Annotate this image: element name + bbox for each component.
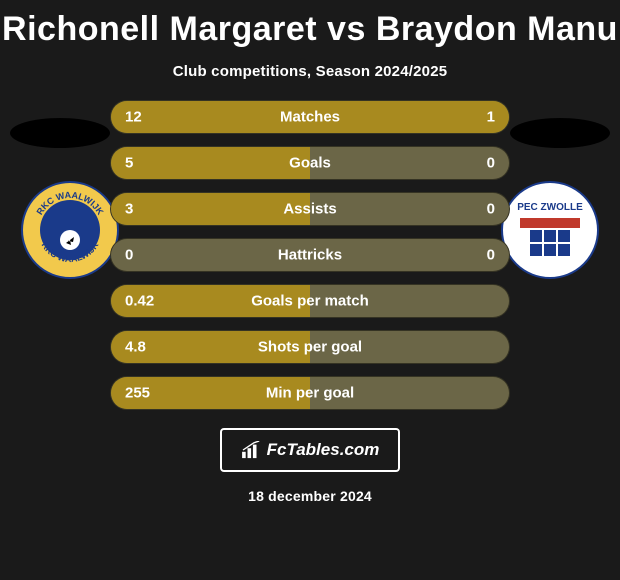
stat-label: Matches [111, 109, 509, 126]
stat-label: Min per goal [111, 385, 509, 402]
shadow-right [510, 118, 610, 148]
watermark: FcTables.com [220, 428, 400, 472]
date-text: 18 december 2024 [0, 488, 620, 504]
stat-row: 00Hattricks [110, 238, 510, 272]
comparison-canvas: RKC WAALWIJK RKC WAALWIJK PEC ZWOLLE 121… [0, 100, 620, 540]
svg-text:PEC ZWOLLE: PEC ZWOLLE [517, 202, 583, 213]
team-left-logo: RKC WAALWIJK RKC WAALWIJK [20, 180, 120, 280]
team-right-logo: PEC ZWOLLE [500, 180, 600, 280]
stat-label: Shots per goal [111, 339, 509, 356]
stat-label: Goals [111, 155, 509, 172]
stat-label: Assists [111, 201, 509, 218]
stat-row: 0.42Goals per match [110, 284, 510, 318]
stat-row: 4.8Shots per goal [110, 330, 510, 364]
stat-label: Hattricks [111, 247, 509, 264]
shadow-left [10, 118, 110, 148]
stat-label: Goals per match [111, 293, 509, 310]
page-title: Richonell Margaret vs Braydon Manu [0, 0, 620, 49]
watermark-text: FcTables.com [267, 440, 380, 460]
stat-row: 30Assists [110, 192, 510, 226]
stats-list: 121Matches 50Goals 30Assists 00Hattricks 0.4… [110, 100, 510, 422]
subtitle: Club competitions, Season 2024/2025 [0, 63, 620, 80]
stat-row: 50Goals [110, 146, 510, 180]
chart-icon [241, 441, 263, 459]
stat-row: 255Min per goal [110, 376, 510, 410]
stat-row: 121Matches [110, 100, 510, 134]
